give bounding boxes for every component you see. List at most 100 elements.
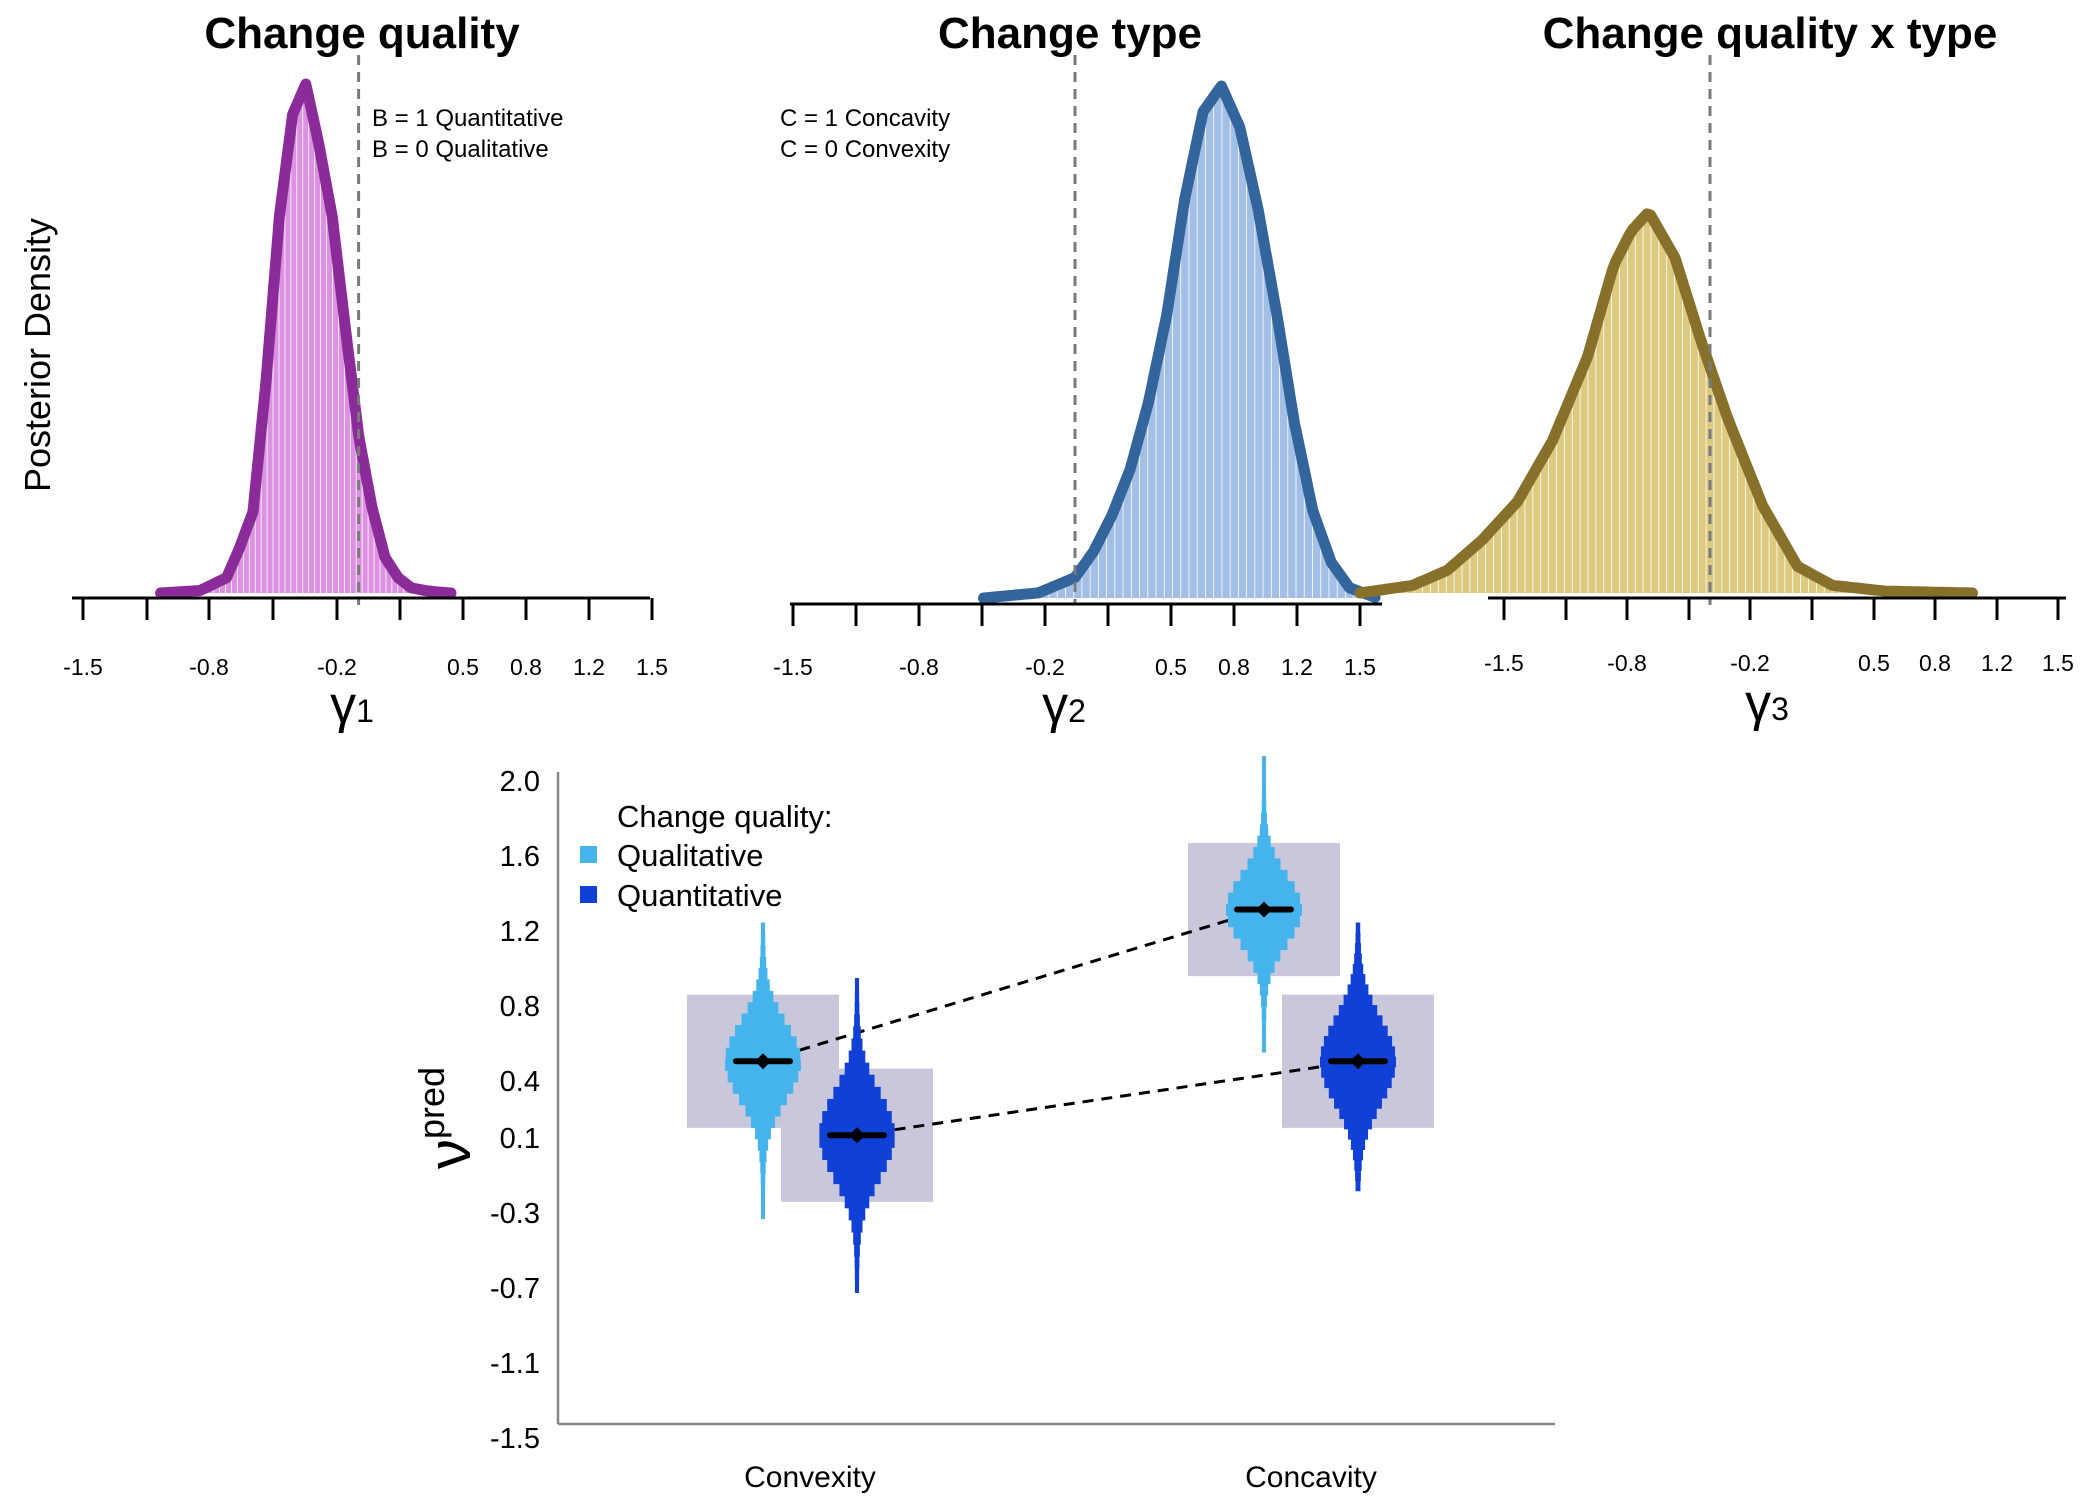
violin-step [1352, 963, 1364, 975]
histogram-bar [1541, 453, 1549, 593]
histogram-bar [285, 147, 291, 593]
histogram-bar [1337, 576, 1346, 598]
violin-step [1247, 858, 1281, 871]
histogram-bar [1222, 97, 1230, 598]
violin-step [1355, 1180, 1361, 1192]
histogram-bar [1769, 524, 1777, 593]
histogram-bar [1604, 285, 1612, 593]
histogram-bar [392, 573, 398, 593]
histogram-bar [1682, 295, 1690, 593]
x-axis-ticks: -1.5 -0.8 -0.2 0.5 0.8 1.2 1.5 [773, 604, 1376, 680]
interval-boxes [687, 842, 1434, 1202]
violin-step [854, 1256, 860, 1269]
y-tick-label: 0.1 [500, 1123, 540, 1155]
x-tick-label: 0.5 [1858, 650, 1890, 676]
x-tick-label: 0.8 [1919, 650, 1951, 676]
panel-change-type: Change type -1.5 -0.8 -0.2 0.5 0.8 1.2 1.5 C =… [773, 9, 1382, 734]
histogram-bar [1651, 223, 1659, 593]
histogram-bar [231, 558, 238, 593]
y-axis-ticks: 2.0 1.6 1.2 0.8 0.4 0.1 -0.3 -0.7 -1.1 -1.5 [490, 766, 540, 1455]
histogram-bar [291, 110, 297, 593]
y-tick-label: 1.2 [500, 916, 540, 948]
x-tick-label: 1.2 [1981, 650, 2013, 676]
histogram-bars [983, 90, 1378, 599]
violin-step [1355, 943, 1361, 954]
annotation-line-2: B = 0 Qualitative [372, 136, 549, 163]
histogram-bar [249, 512, 255, 593]
violin-step [1261, 756, 1267, 768]
histogram-bar [1430, 575, 1438, 593]
x-axis-subscript: 1 [356, 693, 374, 729]
violin-step [760, 1161, 766, 1174]
x-tick-label: 0.8 [510, 654, 542, 680]
violin-step [1347, 984, 1369, 996]
violin-step [1328, 1025, 1388, 1037]
histogram-bar [1197, 118, 1206, 599]
histogram-bar [279, 193, 285, 593]
histogram-bar [1533, 467, 1541, 593]
violin-step [839, 1183, 875, 1197]
violin-step [1261, 812, 1267, 825]
histogram-bar [1556, 420, 1564, 593]
violin-step [759, 956, 767, 969]
x-axis-subscript: 3 [1771, 691, 1789, 727]
x-axis-label: γ2 [1042, 676, 1086, 734]
histogram-bar [1580, 364, 1588, 593]
histogram-bar [1181, 196, 1189, 599]
histogram-bar [1329, 565, 1337, 598]
histogram-bar [1107, 516, 1115, 598]
histogram-bar [273, 252, 279, 593]
histogram-bar [1493, 522, 1501, 593]
annotation-line-2: C = 0 Convexity [780, 136, 950, 163]
x-tick-label: 1.2 [1281, 654, 1313, 680]
x-tick-label: 1.5 [2042, 650, 2074, 676]
histogram-bar [1148, 383, 1156, 598]
histogram-bar [1263, 262, 1271, 598]
violin-step [1253, 847, 1275, 859]
violin-step [851, 1219, 863, 1233]
histogram-bar [350, 395, 356, 593]
histogram-bar [332, 247, 338, 593]
violin-step [853, 1232, 861, 1245]
violin-step [745, 1104, 781, 1117]
violin-step [1324, 1077, 1392, 1089]
histogram-bar [1777, 538, 1785, 593]
histogram-bar [315, 140, 321, 593]
histogram-bar [1501, 514, 1509, 593]
histogram-bar [1312, 522, 1321, 598]
violin-step [1259, 983, 1269, 996]
histogram-bar [362, 472, 368, 593]
x-axis-subscript: 2 [1068, 693, 1086, 729]
histogram-bar [380, 551, 386, 593]
x-tick-label: -0.8 [189, 654, 229, 680]
histogram-bar [1470, 546, 1478, 593]
histogram-bar [326, 203, 333, 593]
histogram-bar [1730, 434, 1738, 593]
x-axis-label: γ1 [330, 676, 374, 734]
histogram-bar [1517, 494, 1525, 593]
histogram-bar [1635, 222, 1643, 593]
histogram-bar [1564, 401, 1572, 593]
violin-step [854, 978, 860, 991]
violin-step [1354, 1159, 1362, 1171]
panel-title: Change quality x type [1543, 9, 1998, 58]
histogram-bar [1321, 545, 1329, 598]
violin-step [1343, 994, 1373, 1006]
violin-step [747, 1002, 779, 1015]
histogram-bar [1478, 540, 1486, 593]
x-tick-label: -0.8 [1607, 650, 1647, 676]
violin-step [854, 990, 860, 1003]
violin-step [1261, 790, 1267, 803]
violin-step [1328, 1087, 1388, 1099]
violin-step [1347, 1128, 1369, 1140]
violin-step [1227, 892, 1301, 905]
histogram-bar [1255, 216, 1263, 598]
violin-step [839, 1074, 875, 1088]
histogram-bar [1446, 567, 1454, 593]
density-curve [978, 80, 1381, 604]
mean-marker [755, 1053, 771, 1070]
violin-step [732, 1081, 794, 1094]
violin-step [854, 1244, 860, 1257]
x-tick-label: 0.8 [1218, 654, 1250, 680]
